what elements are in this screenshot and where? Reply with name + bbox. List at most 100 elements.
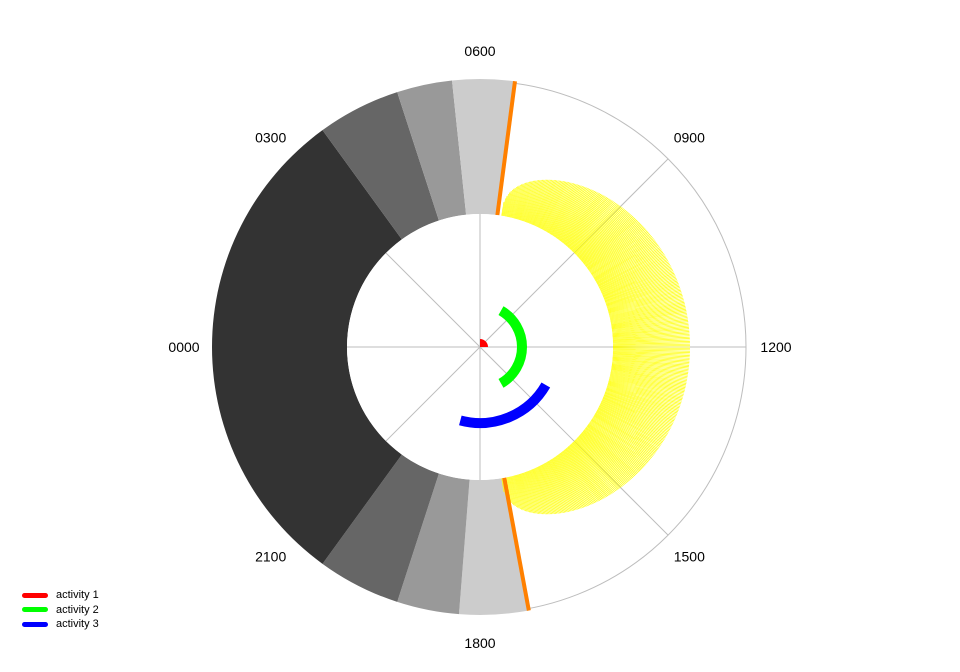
daylight-line-200 (612, 332, 690, 339)
daylight-line-174 (609, 296, 683, 316)
daylight-line-373 (540, 465, 566, 513)
daylight-line-361 (549, 459, 581, 509)
daylight-line-283 (597, 409, 662, 445)
daylight-line-55 (546, 183, 576, 233)
daylight-line-300 (589, 422, 648, 464)
daylight-line-116 (587, 226, 644, 269)
daylight-line-205 (612, 339, 690, 343)
daylight-line-34 (529, 179, 549, 224)
daylight-line-97 (576, 209, 625, 256)
daylight-line-175 (609, 297, 684, 317)
daylight-line-83 (567, 198, 610, 247)
daylight-line-122 (590, 232, 650, 274)
legend: activity 1 activity 2 activity 3 (22, 588, 99, 632)
daylight-line-18 (516, 182, 528, 220)
daylight-line-148 (601, 262, 670, 294)
daylight-line-99 (577, 210, 628, 257)
daylight-line-358 (551, 458, 585, 508)
daylight-line-67 (555, 188, 591, 239)
daylight-line-8 (507, 188, 515, 218)
daylight-line-53 (545, 182, 573, 232)
daylight-line-32 (528, 179, 546, 224)
daylight-line-17 (515, 182, 527, 219)
daylight-line-321 (577, 437, 628, 484)
daylight-line-144 (599, 257, 667, 291)
night-band-1 (397, 473, 470, 615)
daylight-line-237 (610, 370, 687, 386)
daylight-line-172 (608, 293, 683, 314)
daylight-line-226 (612, 360, 689, 370)
daylight-line-347 (560, 452, 598, 503)
daylight-line-112 (584, 222, 641, 266)
daylight-line-76 (562, 193, 602, 243)
daylight-line-313 (582, 431, 636, 477)
daylight-line-263 (604, 393, 675, 420)
daylight-line-364 (547, 461, 577, 511)
daylight-line-6 (505, 191, 512, 217)
daylight-line-385 (530, 469, 550, 515)
daylight-line-156 (604, 272, 675, 301)
daylight-line-44 (537, 180, 562, 228)
inner-spoke-15 (479, 346, 575, 442)
daylight-line-189 (611, 317, 688, 329)
daylight-line-181 (610, 306, 686, 322)
daylight-line-87 (569, 201, 614, 250)
daylight-line-399 (518, 474, 532, 513)
daylight-line-254 (607, 385, 680, 409)
daylight-line-247 (608, 379, 683, 399)
daylight-line-153 (603, 268, 673, 298)
daylight-line-192 (611, 321, 689, 332)
legend-label-activity-3: activity 3 (56, 618, 99, 631)
daylight-line-138 (597, 250, 663, 286)
daylight-line-382 (533, 468, 554, 515)
daylight-line-311 (583, 430, 638, 475)
daylight-line-308 (584, 428, 641, 472)
daylight-line-215 (612, 351, 690, 355)
daylight-line-394 (523, 472, 538, 514)
daylight-line-379 (535, 467, 558, 514)
daylight-line-197 (612, 328, 690, 336)
daylight-line-241 (610, 374, 685, 391)
daylight-line-135 (596, 247, 661, 283)
daylight-line-211 (612, 347, 690, 349)
daylight-line-39 (533, 179, 555, 226)
hour-label-2100: 2100 (255, 548, 286, 564)
daylight-line-284 (596, 410, 661, 446)
daylight-line-123 (590, 233, 651, 274)
daylight-line-130 (593, 241, 657, 280)
daylight-line-412 (507, 476, 515, 506)
daylight-line-285 (596, 411, 661, 447)
daylight-line-142 (599, 255, 666, 289)
daylight-line-187 (611, 314, 688, 327)
daylight-line-80 (564, 196, 606, 246)
daylight-line-10 (509, 186, 517, 218)
hour-label-1200: 1200 (760, 339, 791, 355)
daylight-line-94 (574, 206, 622, 254)
daylight-line-206 (612, 340, 690, 344)
daylight-line-246 (609, 378, 683, 398)
daylight-line-291 (593, 415, 656, 454)
daylight-line-202 (612, 335, 690, 341)
daylight-line-37 (532, 179, 553, 225)
daylight-line-363 (548, 460, 578, 510)
daylight-line-159 (605, 276, 676, 303)
daylight-line-212 (612, 348, 690, 351)
daylight-line-28 (524, 179, 541, 222)
daylight-line-182 (610, 307, 686, 323)
daylight-line-131 (594, 242, 657, 280)
daylight-line-85 (568, 199, 612, 249)
daylight-line-255 (606, 386, 680, 410)
daylight-line-79 (564, 195, 605, 245)
daylight-line-393 (523, 472, 540, 514)
daylight-line-359 (551, 458, 583, 509)
daylight-line-141 (598, 254, 665, 288)
daylight-line-316 (580, 433, 633, 479)
daylight-line-277 (599, 404, 667, 438)
daylight-line-47 (540, 181, 566, 229)
daylight-line-305 (586, 426, 643, 469)
daylight-line-9 (508, 187, 516, 218)
daylight-line-279 (598, 406, 665, 440)
daylight-line-133 (595, 244, 659, 282)
daylight-line-13 (511, 184, 521, 219)
daylight-line-104 (580, 215, 633, 261)
